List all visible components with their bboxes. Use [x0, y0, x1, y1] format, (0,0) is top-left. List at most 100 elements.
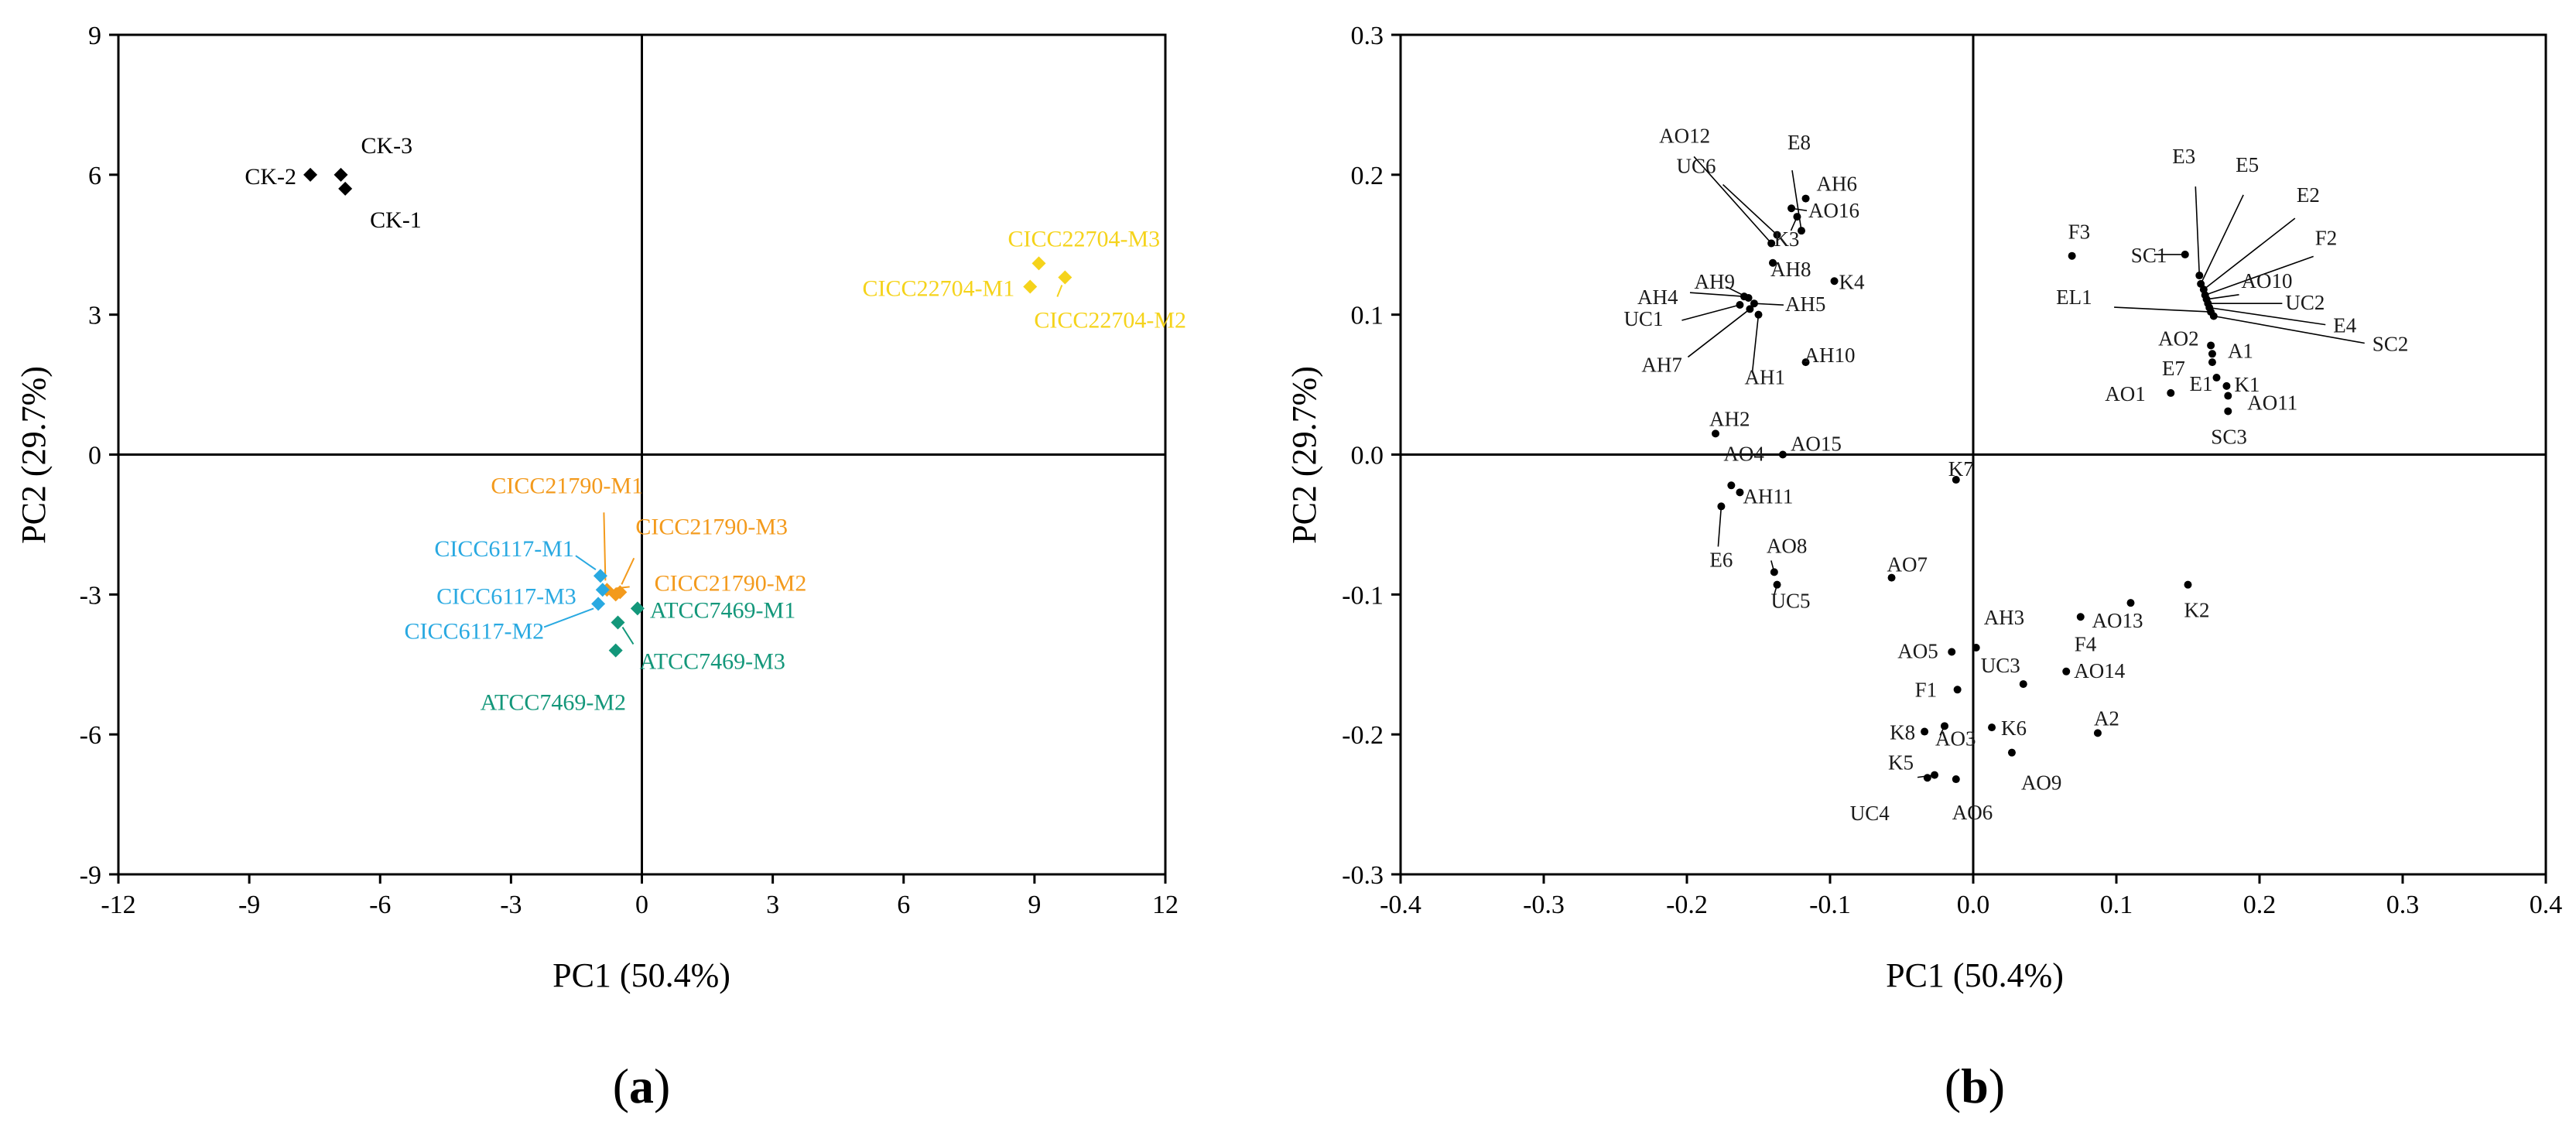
point-label: CICC22704-M3 [1008, 226, 1161, 251]
x-tick-label: -9 [238, 891, 260, 919]
x-tick-label: 3 [766, 891, 779, 919]
point-label: AO14 [2074, 659, 2125, 682]
point-label: K2 [2184, 599, 2210, 622]
point-label: CICC21790-M2 [655, 570, 807, 596]
point-label: AH9 [1695, 270, 1736, 293]
data-point-dot [1727, 481, 1736, 490]
data-point-dot [1952, 775, 1960, 784]
x-tick-label: -6 [369, 891, 391, 919]
point-label: A1 [2228, 339, 2253, 362]
data-point-dot [1712, 429, 1719, 438]
point-label: AH10 [1805, 344, 1856, 367]
point-label: A2 [2094, 706, 2119, 730]
point-label: K6 [2001, 716, 2027, 740]
label-leader-line [1681, 304, 1740, 321]
point-label: K1 [2234, 373, 2260, 396]
y-tick-label: 0.2 [1351, 162, 1384, 190]
point-label: AO10 [2242, 269, 2293, 292]
data-point-diamond [608, 643, 623, 658]
data-point-dot [2222, 381, 2231, 390]
point-label: AO8 [1767, 534, 1808, 557]
panel-label: (a) [613, 1058, 671, 1113]
data-point-dot [2208, 350, 2216, 358]
data-point-diamond [630, 601, 645, 616]
x-axis-title: PC1 (50.4%) [552, 956, 730, 994]
point-label: AH2 [1709, 407, 1750, 430]
x-tick-label: 9 [1028, 891, 1041, 919]
point-label: CICC21790-M3 [635, 514, 788, 539]
point-label: F3 [2068, 221, 2091, 244]
x-tick-label: 0.4 [2530, 891, 2563, 919]
point-label: AO7 [1887, 553, 1928, 576]
data-point-dot [2207, 341, 2215, 350]
point-label: CICC21790-M1 [491, 473, 643, 498]
point-label: UC1 [1623, 307, 1663, 330]
data-point-dot [1778, 450, 1787, 459]
point-label: K8 [1890, 721, 1915, 744]
point-label: AO3 [1935, 727, 1976, 750]
point-label: E5 [2236, 153, 2259, 176]
label-leader-line [2205, 255, 2314, 296]
point-label: CK-3 [361, 133, 413, 159]
point-label: UC3 [1981, 654, 2020, 677]
label-leader-line [1753, 303, 1784, 306]
y-tick-label: -0.3 [1342, 861, 1384, 890]
label-leader-line [1687, 308, 1750, 358]
point-label: AO4 [1723, 442, 1764, 465]
point-label: UC5 [1771, 590, 1811, 613]
label-leader-line [543, 607, 594, 628]
data-point-diamond [593, 569, 607, 583]
data-point-dot [2093, 729, 2102, 737]
y-tick-label: -9 [80, 861, 101, 890]
point-label: K7 [1948, 457, 1974, 481]
point-label: SC1 [2131, 244, 2167, 267]
data-point-dot [1972, 644, 1980, 652]
point-label: K3 [1774, 227, 1799, 251]
data-point-diamond [1023, 279, 1038, 294]
point-label: CICC22704-M2 [1034, 307, 1186, 333]
point-label: ATCC7469-M2 [481, 690, 626, 716]
point-label: AH11 [1743, 484, 1793, 508]
data-point-dot [1953, 686, 1962, 694]
x-tick-label: -3 [500, 891, 522, 919]
label-leader-line [2209, 306, 2326, 326]
y-tick-label: -0.1 [1342, 581, 1384, 610]
y-tick-label: 9 [88, 22, 101, 50]
data-point-dot [1769, 258, 1777, 267]
data-point-dot [1830, 277, 1839, 286]
x-tick-label: -0.1 [1809, 891, 1851, 919]
data-point-dot [2212, 374, 2221, 382]
point-label: AO16 [1808, 199, 1859, 222]
x-tick-label: 0.0 [1957, 891, 1990, 919]
y-tick-label: -3 [80, 581, 101, 610]
point-label: AO9 [2021, 771, 2062, 795]
point-label: AO1 [2105, 382, 2146, 405]
label-leader-line [1722, 184, 1778, 236]
data-point-dot [2068, 251, 2076, 260]
x-tick-label: -0.2 [1666, 891, 1708, 919]
data-point-dot [2076, 613, 2085, 621]
point-label: AH5 [1785, 292, 1826, 316]
x-tick-label: 0.1 [2100, 891, 2133, 919]
data-point-dot [1923, 774, 1931, 782]
data-point-diamond [338, 181, 353, 196]
y-tick-label: 0.1 [1351, 302, 1384, 330]
data-point-dot [1736, 488, 1744, 497]
point-label: AO2 [2158, 327, 2199, 350]
point-label: UC4 [1850, 802, 1890, 825]
label-leader-line [2213, 315, 2365, 344]
point-label: UC6 [1677, 155, 1716, 178]
point-label: F2 [2315, 226, 2338, 249]
y-tick-label: 6 [88, 162, 101, 190]
label-leader-line [1791, 207, 1808, 212]
point-label: AH1 [1745, 366, 1786, 389]
y-tick-label: -6 [80, 721, 101, 750]
x-tick-label: 0 [635, 891, 648, 919]
label-leader-line [1056, 285, 1063, 297]
point-label: AO5 [1897, 639, 1938, 662]
y-tick-label: 0 [88, 442, 101, 470]
point-label: AO15 [1791, 433, 1842, 456]
x-tick-label: -0.3 [1523, 891, 1565, 919]
point-label: AH7 [1641, 353, 1682, 376]
